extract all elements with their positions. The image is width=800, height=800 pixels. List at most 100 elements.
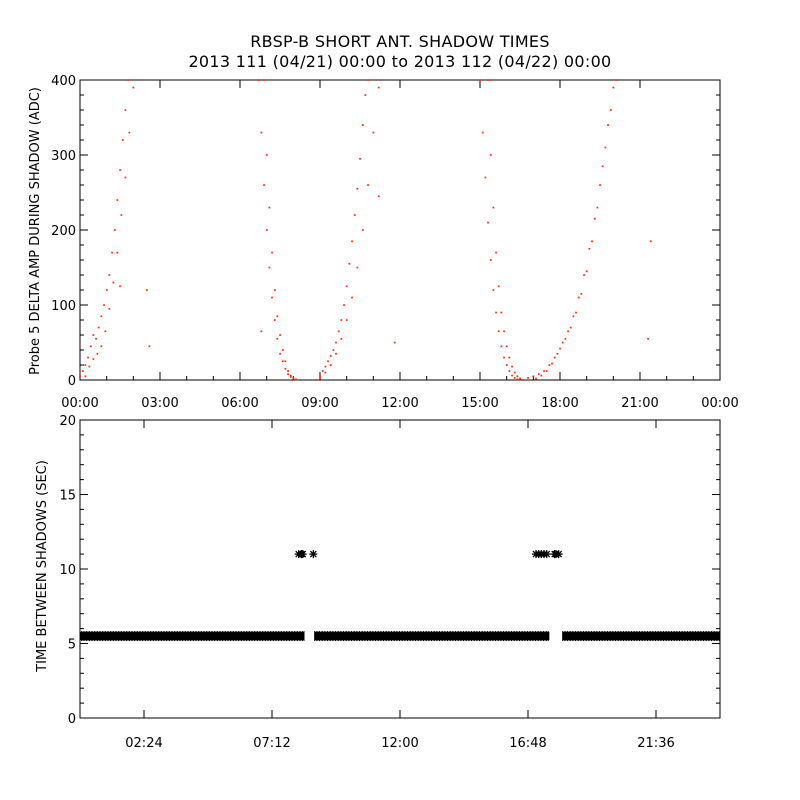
top-data-point xyxy=(88,365,91,368)
top-data-point xyxy=(548,364,551,366)
top-data-point xyxy=(551,362,553,365)
top-data-point xyxy=(575,311,577,314)
top-data-point xyxy=(492,289,495,291)
top-data-point xyxy=(516,378,519,381)
top-data-point xyxy=(92,358,95,360)
top-data-point xyxy=(348,262,351,265)
top-data-point xyxy=(351,240,353,243)
top-data-point xyxy=(583,274,585,276)
top-data-point xyxy=(121,139,124,141)
top-data-point xyxy=(111,251,113,254)
top-data-point xyxy=(87,356,89,359)
top-data-point xyxy=(340,337,343,340)
top-data-point xyxy=(279,334,281,336)
top-data-point xyxy=(564,337,567,340)
top-data-point xyxy=(145,289,148,291)
top-data-point xyxy=(567,330,569,333)
top-data-point xyxy=(263,184,265,186)
top-data-point xyxy=(119,169,121,171)
top-data-point xyxy=(519,377,521,380)
bottom-data-point xyxy=(542,550,551,559)
top-data-point xyxy=(516,375,519,378)
top-data-point xyxy=(500,311,503,314)
top-data-point xyxy=(324,365,327,368)
bottom-y-tick-label: 20 xyxy=(59,414,76,429)
top-tick-labels: 00:00 03:00 06:00 09:00 12:00 15:00 18:00 21:00… xyxy=(51,74,739,411)
top-data-point xyxy=(599,184,601,186)
bottom-y-tick-label: 10 xyxy=(59,563,76,578)
top-data-point xyxy=(132,86,135,89)
top-data-point xyxy=(103,304,105,306)
top-data-point xyxy=(577,296,580,299)
top-data-point xyxy=(511,365,513,368)
top-x-tick-label: 15:00 xyxy=(461,396,498,411)
top-data-point xyxy=(337,330,340,333)
top-data-point xyxy=(284,360,287,363)
top-data-point xyxy=(580,292,583,295)
top-data-point xyxy=(120,214,123,216)
top-data-point xyxy=(607,124,609,126)
bottom-tick-labels: 02:24 07:12 12:00 16:48 21:36 0 5 10 15 20 xyxy=(59,414,674,751)
bottom-x-tick-label: 12:00 xyxy=(381,736,418,751)
top-data-point xyxy=(572,315,575,318)
top-y-tick-label: 100 xyxy=(51,299,76,314)
top-data-point xyxy=(335,341,337,344)
top-data-point xyxy=(148,345,151,348)
top-data-point xyxy=(81,370,84,372)
top-data-point xyxy=(84,364,87,366)
top-x-tick-label: 18:00 xyxy=(541,396,578,411)
top-data-point xyxy=(356,187,359,190)
top-data-point xyxy=(585,270,588,273)
top-data-point xyxy=(513,371,516,374)
top-data-point xyxy=(265,229,268,231)
bottom-data-point xyxy=(554,550,563,559)
top-data-point xyxy=(127,79,129,81)
top-data-point xyxy=(345,285,348,288)
top-data-point xyxy=(284,367,287,370)
top-data-point xyxy=(84,375,87,378)
top-data-point xyxy=(257,79,260,81)
top-data-point xyxy=(540,374,543,377)
top-data-point xyxy=(359,157,361,160)
bottom-data-point xyxy=(298,550,307,559)
top-data-point xyxy=(128,131,131,134)
top-data-point xyxy=(495,251,497,254)
top-data-point xyxy=(319,375,321,378)
bottom-y-tick-label: 5 xyxy=(68,638,76,653)
top-data-point xyxy=(276,315,279,318)
top-data-point xyxy=(289,374,292,377)
top-data-point xyxy=(569,326,572,329)
top-plot-frame xyxy=(79,79,721,381)
top-data-point xyxy=(612,86,615,89)
top-data-point xyxy=(97,326,100,329)
top-x-tick-label: 12:00 xyxy=(381,396,418,411)
top-data-point xyxy=(377,86,380,89)
top-data-point xyxy=(537,373,540,375)
top-data-point xyxy=(335,352,337,355)
top-data-point xyxy=(104,330,107,333)
top-data-point xyxy=(511,374,513,377)
chart-subtitle: 2013 111 (04/21) 00:00 to 2013 112 (04/2… xyxy=(188,52,612,71)
top-data-point xyxy=(340,319,343,321)
top-data-point xyxy=(268,206,271,209)
bottom-ticks xyxy=(80,419,720,719)
top-data-point xyxy=(527,376,529,379)
top-data-point xyxy=(273,319,276,321)
top-data-point xyxy=(503,356,505,359)
chart-title: RBSP-B SHORT ANT. SHADOW TIMES xyxy=(250,32,550,51)
top-data-point xyxy=(508,356,511,359)
top-data-point xyxy=(124,176,127,179)
top-data-point xyxy=(604,146,607,149)
top-data-point xyxy=(361,124,364,126)
top-y-axis-label: Probe 5 DELTA AMP DURING SHADOW (ADC) xyxy=(28,87,43,375)
top-data-point xyxy=(260,330,263,333)
top-y-tick-label: 0 xyxy=(68,374,76,389)
top-y-tick-label: 400 xyxy=(51,74,76,89)
top-data-point xyxy=(112,281,115,284)
top-data-point xyxy=(353,214,356,216)
top-data-point xyxy=(497,330,500,333)
bottom-x-tick-label: 21:36 xyxy=(637,736,674,751)
top-data-point xyxy=(95,337,97,340)
top-data-point xyxy=(124,109,127,111)
top-data-point xyxy=(324,371,327,374)
